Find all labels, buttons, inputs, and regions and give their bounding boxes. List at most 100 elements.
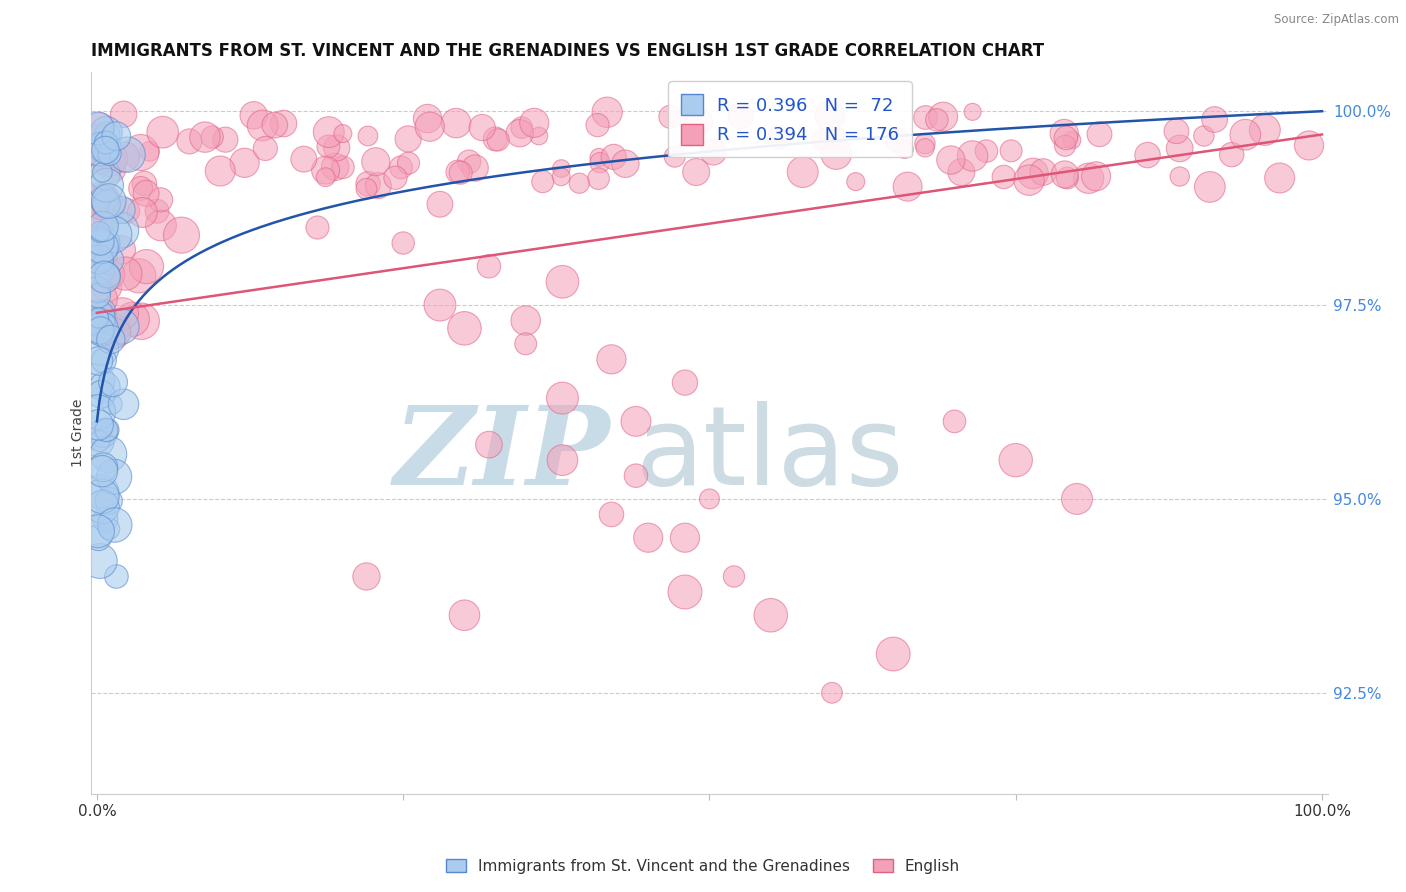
Point [135,260,157,274]
Point [86,310,108,325]
Point [94,136,117,150]
Point [96,423,118,437]
Point [103,469,125,483]
Point [1220,147,1243,161]
Point [1077,171,1099,186]
Point [914,141,936,155]
Point [1053,138,1076,153]
Point [87,252,110,267]
Point [110,223,132,237]
Point [91,426,114,441]
Point [110,243,132,257]
Point [1022,167,1045,181]
Point [91,464,114,478]
Point [89,324,111,338]
Point [419,120,441,134]
Point [97,200,120,214]
Point [699,491,721,506]
Point [818,109,841,123]
Point [89,292,111,306]
Point [962,104,984,119]
Point [273,116,295,130]
Point [129,181,152,195]
Point [97,447,120,461]
Point [98,253,121,268]
Point [897,179,920,194]
Point [86,283,108,297]
Point [702,145,724,159]
Point [91,342,114,356]
Point [135,186,157,201]
Point [384,170,406,185]
Point [939,153,962,167]
Point [103,227,125,242]
Y-axis label: 1st Grade: 1st Grade [72,399,86,467]
Point [97,268,120,282]
Point [510,120,533,135]
Point [811,132,834,146]
Point [114,267,136,281]
Point [91,219,114,234]
Point [209,164,232,178]
Point [91,460,114,475]
Point [943,414,966,428]
Point [89,192,111,206]
Point [893,143,915,157]
Point [87,405,110,419]
Point [149,193,172,207]
Point [110,202,132,217]
Point [588,171,610,186]
Point [1004,453,1026,467]
Point [318,125,340,139]
Point [90,387,112,401]
Point [551,275,574,289]
Point [550,169,572,184]
Point [950,165,973,179]
Point [429,197,451,211]
Point [364,154,387,169]
Point [87,318,110,332]
Point [98,151,121,165]
Point [1168,169,1191,184]
Point [152,125,174,139]
Point [471,120,494,135]
Point [1054,131,1077,145]
Point [1254,123,1277,137]
Point [624,414,647,428]
Point [484,132,506,146]
Point [96,128,118,142]
Point [98,146,121,161]
Point [233,156,256,170]
Point [90,484,112,499]
Point [515,313,537,327]
Point [600,352,623,367]
Point [105,129,128,144]
Point [105,326,128,341]
Point [1166,124,1188,138]
Legend: Immigrants from St. Vincent and the Grenadines, English: Immigrants from St. Vincent and the Gren… [440,853,966,880]
Point [759,608,782,623]
Point [614,157,637,171]
Point [307,220,329,235]
Point [527,128,550,143]
Point [882,647,904,661]
Point [96,197,118,211]
Point [105,569,128,583]
Point [98,522,121,536]
Point [925,112,948,127]
Point [932,110,955,124]
Point [94,143,117,157]
Point [90,489,112,503]
Point [478,437,501,451]
Point [87,417,110,432]
Point [90,236,112,251]
Point [194,130,217,145]
Point [134,177,156,191]
Point [768,130,790,145]
Point [86,374,108,388]
Point [453,321,475,335]
Point [96,178,118,193]
Point [1198,180,1220,194]
Point [827,130,849,145]
Point [242,108,264,122]
